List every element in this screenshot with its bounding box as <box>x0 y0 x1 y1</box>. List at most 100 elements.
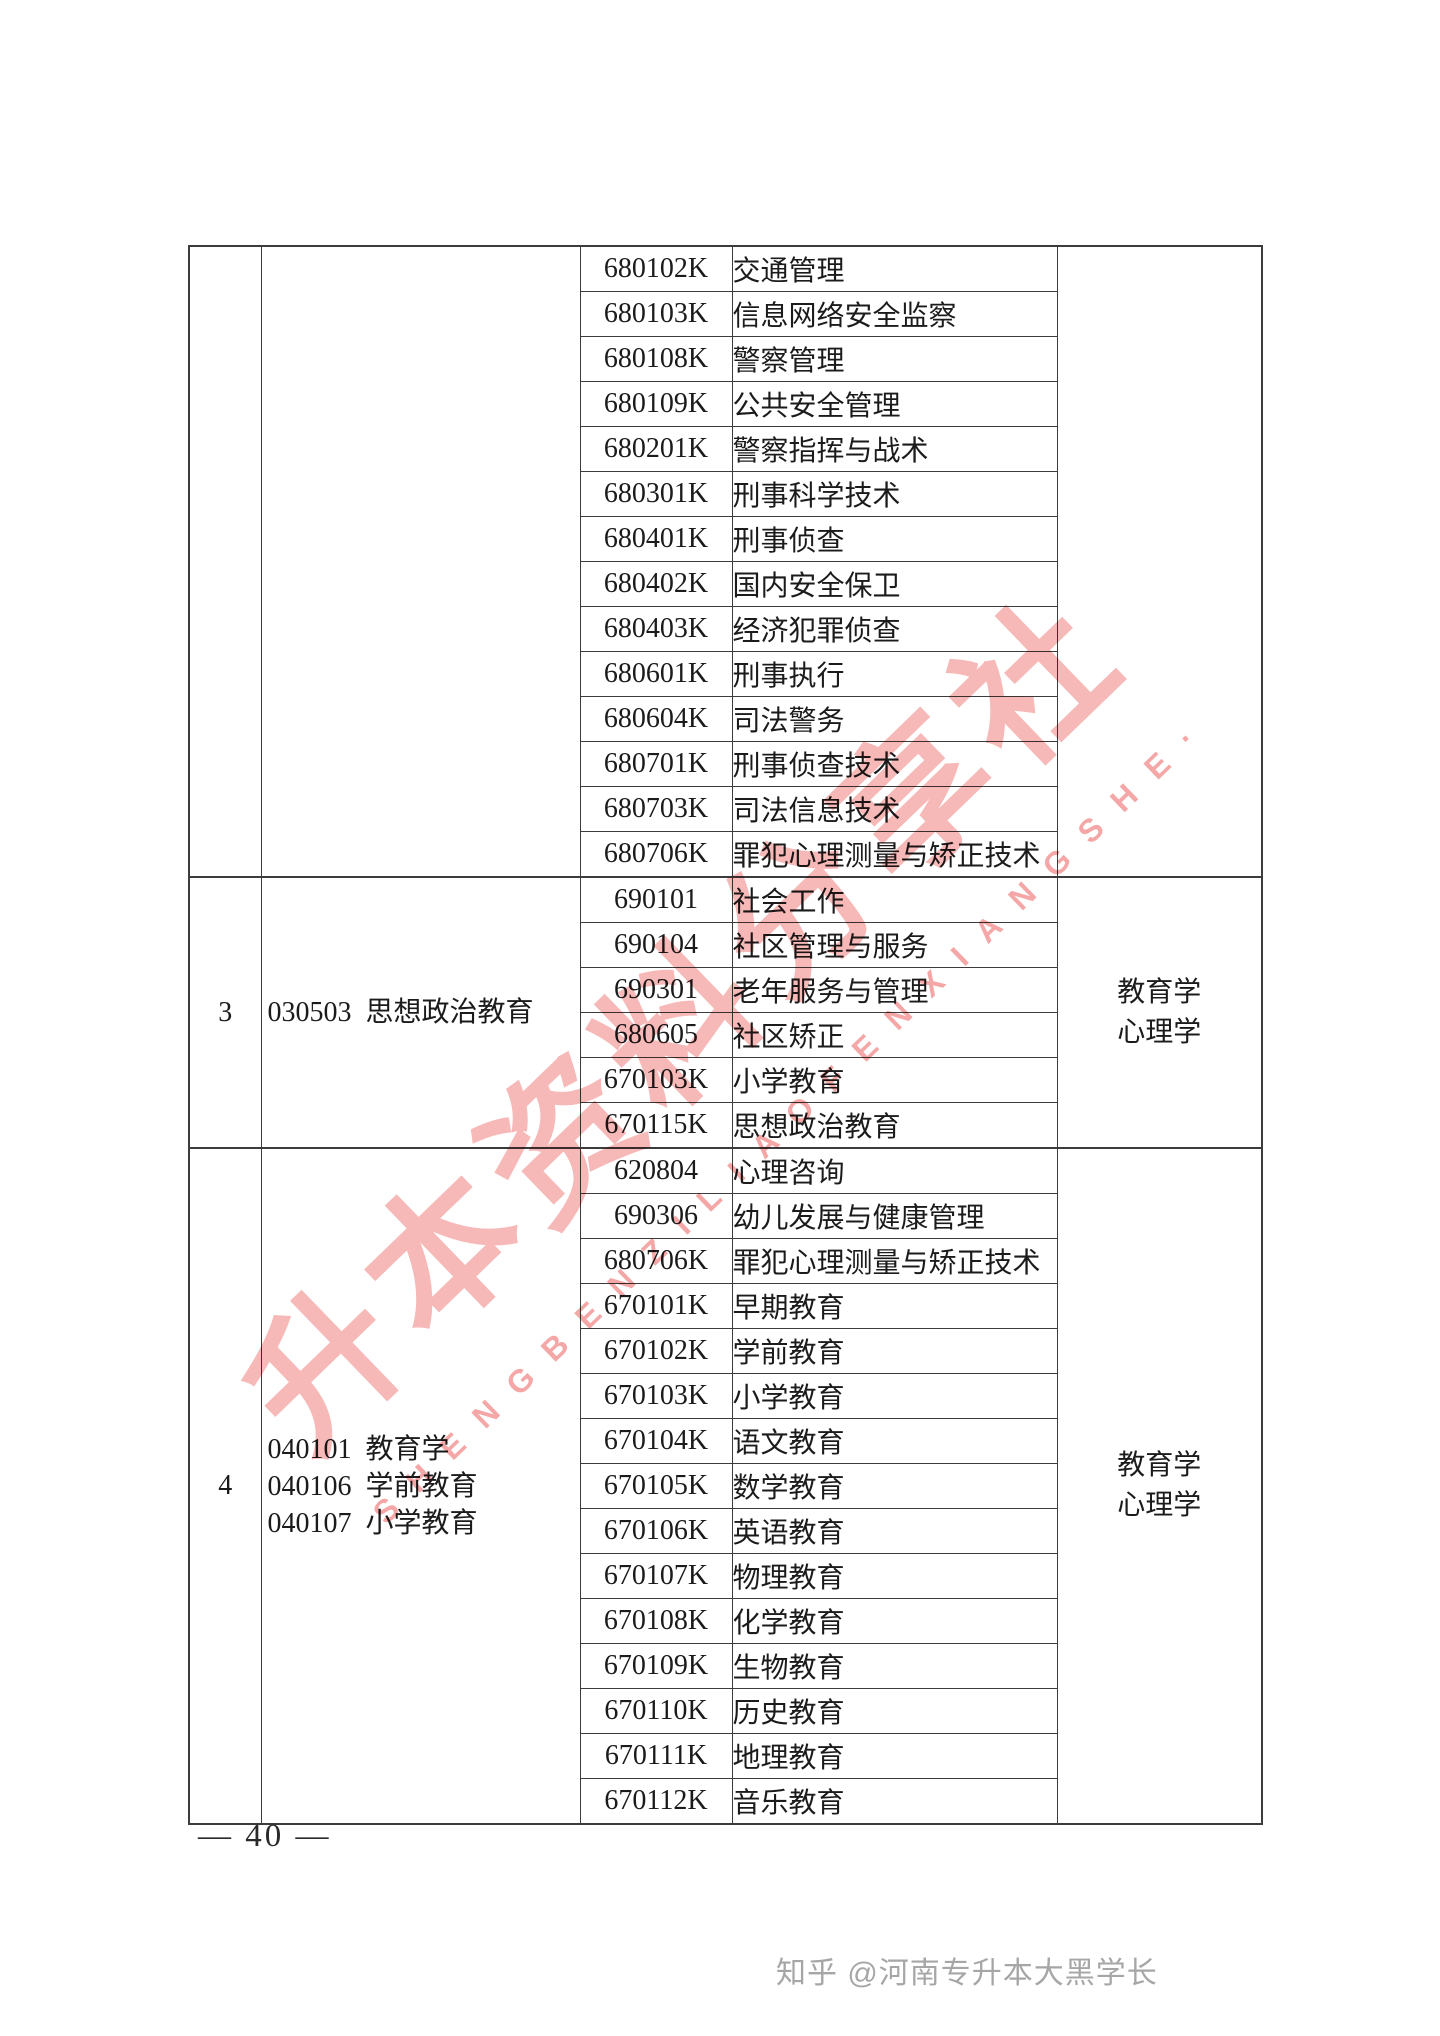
undergraduate-major-cell: 040101 教育学 040106 学前教育 040107 小学教育 <box>260 1147 581 1825</box>
table-row: 680605 社区矫正 <box>189 1012 1262 1058</box>
table-row: 670115K 思想政治教育 <box>189 1102 1262 1149</box>
specialty-code-cell: 690104 <box>579 922 733 968</box>
undergraduate-major-cell <box>260 245 581 878</box>
specialty-name-cell: 音乐教育 <box>731 1778 1058 1825</box>
majors-table: 680102K 交通管理 680103K 信息网络安全监察 680108K 警察管理 680… <box>188 245 1263 1825</box>
specialty-name-cell: 国内安全保卫 <box>731 561 1058 607</box>
specialty-name-cell: 司法信息技术 <box>731 786 1058 832</box>
specialty-code-cell: 690306 <box>579 1193 733 1239</box>
specialty-code-cell: 670105K <box>579 1463 733 1509</box>
exam-subjects-cell: 教育学 心理学 <box>1056 876 1263 1149</box>
table-row: 680706K 罪犯心理测量与矫正技术 <box>189 1238 1262 1284</box>
specialty-name-cell: 早期教育 <box>731 1283 1058 1329</box>
specialty-code-cell: 670115K <box>579 1102 733 1149</box>
specialty-name-cell: 幼儿发展与健康管理 <box>731 1193 1058 1239</box>
specialty-name-cell: 刑事侦查 <box>731 516 1058 562</box>
specialty-name-cell: 刑事执行 <box>731 651 1058 697</box>
specialty-name-cell: 思想政治教育 <box>731 1102 1058 1149</box>
exam-subjects-cell <box>1056 245 1263 878</box>
specialty-code-cell: 670103K <box>579 1057 733 1103</box>
exam-subject: 教育学 <box>1117 976 1202 1008</box>
specialty-name-cell: 英语教育 <box>731 1508 1058 1554</box>
undergraduate-major-cell: 030503 思想政治教育 <box>260 876 581 1149</box>
specialty-code-cell: 690301 <box>579 967 733 1013</box>
exam-subjects-cell: 教育学 心理学 <box>1056 1147 1263 1825</box>
specialty-code-cell: 670106K <box>579 1508 733 1554</box>
specialty-code-cell: 670107K <box>579 1553 733 1599</box>
table-row: 670103K 小学教育 <box>189 1057 1262 1103</box>
exam-subject: 教育学 <box>1117 1450 1202 1481</box>
specialty-name-cell: 数学教育 <box>731 1463 1058 1509</box>
specialty-name-cell: 学前教育 <box>731 1328 1058 1374</box>
table-row: 680301K 刑事科学技术 <box>189 471 1262 517</box>
sequence-cell: 3 <box>188 876 262 1149</box>
specialty-name-cell: 罪犯心理测量与矫正技术 <box>731 1238 1058 1284</box>
major-line: 040101 教育学 <box>267 1433 450 1465</box>
specialty-name-cell: 交通管理 <box>731 245 1058 292</box>
table-row: 680706K 罪犯心理测量与矫正技术 <box>189 831 1262 878</box>
table-row: 680109K 公共安全管理 <box>189 381 1262 427</box>
table-row: 670104K 语文教育 <box>189 1418 1262 1464</box>
table-row: 680103K 信息网络安全监察 <box>189 291 1262 337</box>
table-row: 680402K 国内安全保卫 <box>189 561 1262 607</box>
specialty-name-cell: 社区矫正 <box>731 1012 1058 1058</box>
specialty-code-cell: 680701K <box>579 741 733 787</box>
table-row: 680701K 刑事侦查技术 <box>189 741 1262 787</box>
table-row: 670103K 小学教育 <box>189 1373 1262 1419</box>
specialty-code-cell: 670111K <box>579 1733 733 1779</box>
specialty-name-cell: 小学教育 <box>731 1057 1058 1103</box>
specialty-code-cell: 670110K <box>579 1688 733 1734</box>
specialty-name-cell: 罪犯心理测量与矫正技术 <box>731 831 1058 878</box>
sequence-cell: 4 <box>188 1147 262 1825</box>
exam-subject: 心理学 <box>1117 1490 1202 1521</box>
major-line: 030503 思想政治教育 <box>267 997 534 1028</box>
specialty-name-cell: 社会工作 <box>731 876 1058 923</box>
specialty-name-cell: 地理教育 <box>731 1733 1058 1779</box>
table-row: 690104 社区管理与服务 <box>189 922 1262 968</box>
table-row: 670109K 生物教育 <box>189 1643 1262 1689</box>
table-row: 680102K 交通管理 <box>188 245 1263 878</box>
table-row: 4 040101 教育学 040106 学前教育 040107 小学教育 620804 心… <box>188 1147 1263 1825</box>
specialty-code-cell: 680109K <box>579 381 733 427</box>
specialty-name-cell: 警察指挥与战术 <box>731 426 1058 472</box>
specialty-code-cell: 670112K <box>579 1778 733 1825</box>
specialty-code-cell: 620804 <box>579 1147 733 1194</box>
specialty-code-cell: 670108K <box>579 1598 733 1644</box>
specialty-name-cell: 语文教育 <box>731 1418 1058 1464</box>
specialty-code-cell: 670101K <box>579 1283 733 1329</box>
table-row: 680401K 刑事侦查 <box>189 516 1262 562</box>
specialty-name-cell: 公共安全管理 <box>731 381 1058 427</box>
table-row: 670108K 化学教育 <box>189 1598 1262 1644</box>
specialty-name-cell: 物理教育 <box>731 1553 1058 1599</box>
specialty-name-cell: 信息网络安全监察 <box>731 291 1058 337</box>
specialty-code-cell: 670109K <box>579 1643 733 1689</box>
specialty-name-cell: 警察管理 <box>731 336 1058 382</box>
specialty-name-cell: 小学教育 <box>731 1373 1058 1419</box>
specialty-code-cell: 670104K <box>579 1418 733 1464</box>
specialty-code-cell: 680703K <box>579 786 733 832</box>
page-number: — 40 — <box>198 1818 332 1854</box>
specialty-code-cell: 680605 <box>579 1012 733 1058</box>
specialty-code-cell: 680108K <box>579 336 733 382</box>
specialty-name-cell: 历史教育 <box>731 1688 1058 1734</box>
specialty-name-cell: 生物教育 <box>731 1643 1058 1689</box>
table-row: 680703K 司法信息技术 <box>189 786 1262 832</box>
specialty-code-cell: 680102K <box>579 245 733 292</box>
sequence-cell <box>188 245 262 878</box>
major-line: 040107 小学教育 <box>267 1507 478 1539</box>
specialty-name-cell: 刑事科学技术 <box>731 471 1058 517</box>
table-row: 670112K 音乐教育 <box>189 1778 1262 1825</box>
specialty-code-cell: 680604K <box>579 696 733 742</box>
exam-subject: 心理学 <box>1117 1016 1202 1048</box>
table-row: 670107K 物理教育 <box>189 1553 1262 1599</box>
specialty-code-cell: 680301K <box>579 471 733 517</box>
specialty-name-cell: 老年服务与管理 <box>731 967 1058 1013</box>
table-row: 3 030503 思想政治教育 690101 社会工作教育学心理学 <box>188 876 1263 1149</box>
specialty-code-cell: 680103K <box>579 291 733 337</box>
table-row: 670106K 英语教育 <box>189 1508 1262 1554</box>
specialty-code-cell: 690101 <box>579 876 733 923</box>
specialty-name-cell: 化学教育 <box>731 1598 1058 1644</box>
zhihu-credit: 知乎 @河南专升本大黑学长 <box>776 1957 1158 1990</box>
specialty-code-cell: 680403K <box>579 606 733 652</box>
